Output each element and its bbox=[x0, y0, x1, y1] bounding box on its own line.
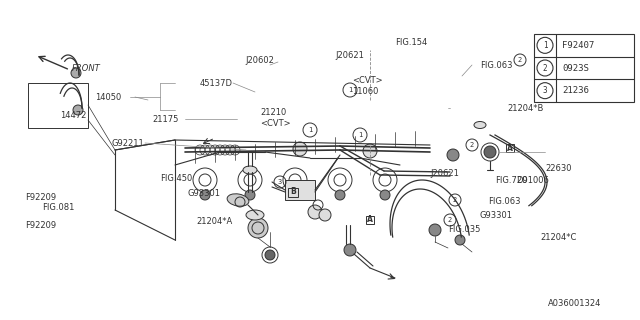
Text: F92209: F92209 bbox=[25, 193, 56, 202]
Text: A: A bbox=[507, 143, 513, 153]
Circle shape bbox=[380, 190, 390, 200]
Text: 21236: 21236 bbox=[562, 86, 589, 95]
Text: J20621: J20621 bbox=[335, 51, 364, 60]
Text: 14472: 14472 bbox=[60, 110, 86, 119]
Text: D91006: D91006 bbox=[516, 175, 549, 185]
Text: B: B bbox=[290, 188, 296, 196]
Bar bbox=[365, 216, 374, 224]
Text: FIG.450: FIG.450 bbox=[160, 173, 192, 182]
Text: G93301: G93301 bbox=[480, 211, 513, 220]
Text: FIG.063: FIG.063 bbox=[488, 197, 520, 206]
Text: 21204*A: 21204*A bbox=[196, 218, 232, 227]
Text: G92211: G92211 bbox=[112, 139, 145, 148]
Bar bbox=[28, 83, 88, 128]
Circle shape bbox=[308, 205, 322, 219]
Circle shape bbox=[455, 235, 465, 245]
Circle shape bbox=[248, 218, 268, 238]
Text: <CVT>: <CVT> bbox=[352, 76, 383, 84]
Text: FIG.035: FIG.035 bbox=[448, 226, 481, 235]
Circle shape bbox=[363, 144, 377, 158]
Text: FIG.081: FIG.081 bbox=[42, 204, 74, 212]
Text: 2: 2 bbox=[518, 57, 522, 63]
Text: 1: 1 bbox=[308, 127, 312, 133]
Bar bbox=[285, 180, 315, 200]
Text: 21204*B: 21204*B bbox=[507, 103, 543, 113]
Circle shape bbox=[319, 209, 331, 221]
Circle shape bbox=[290, 190, 300, 200]
Bar bbox=[506, 144, 515, 152]
Text: 11060: 11060 bbox=[352, 86, 378, 95]
Ellipse shape bbox=[227, 194, 249, 206]
Circle shape bbox=[245, 190, 255, 200]
Circle shape bbox=[447, 149, 459, 161]
Text: FIG.154: FIG.154 bbox=[395, 37, 428, 46]
Ellipse shape bbox=[243, 166, 257, 174]
Text: 21204*C: 21204*C bbox=[540, 234, 577, 243]
Text: 2: 2 bbox=[543, 63, 547, 73]
Text: 2: 2 bbox=[470, 142, 474, 148]
Circle shape bbox=[484, 146, 496, 158]
Text: 0923S: 0923S bbox=[562, 63, 589, 73]
Bar bbox=[288, 188, 298, 197]
Circle shape bbox=[293, 142, 307, 156]
Circle shape bbox=[344, 244, 356, 256]
Text: 22630: 22630 bbox=[545, 164, 572, 172]
Ellipse shape bbox=[246, 210, 264, 220]
Text: FRONT: FRONT bbox=[72, 63, 100, 73]
Text: J20602: J20602 bbox=[245, 55, 274, 65]
Text: 3: 3 bbox=[278, 179, 282, 185]
Text: F92407: F92407 bbox=[562, 41, 595, 50]
Text: F92209: F92209 bbox=[25, 220, 56, 229]
Text: <CVT>: <CVT> bbox=[260, 118, 291, 127]
Text: FIG.720: FIG.720 bbox=[495, 175, 527, 185]
Text: 21175: 21175 bbox=[152, 115, 179, 124]
Text: A036001324: A036001324 bbox=[548, 299, 602, 308]
Circle shape bbox=[73, 105, 83, 115]
Text: G93301: G93301 bbox=[188, 188, 221, 197]
Ellipse shape bbox=[474, 122, 486, 129]
Circle shape bbox=[335, 190, 345, 200]
Text: 3: 3 bbox=[543, 86, 547, 95]
Circle shape bbox=[71, 68, 81, 78]
Text: 14050: 14050 bbox=[95, 92, 121, 101]
Circle shape bbox=[200, 190, 210, 200]
Text: J20621: J20621 bbox=[430, 169, 459, 178]
Circle shape bbox=[429, 224, 441, 236]
Bar bbox=[534, 34, 634, 102]
Text: A: A bbox=[367, 215, 373, 225]
Text: 21210: 21210 bbox=[260, 108, 286, 116]
Text: 2: 2 bbox=[453, 197, 457, 203]
Circle shape bbox=[265, 250, 275, 260]
Text: 1: 1 bbox=[348, 87, 352, 93]
Text: 1: 1 bbox=[358, 132, 362, 138]
Text: 45137D: 45137D bbox=[200, 78, 233, 87]
Text: FIG.063: FIG.063 bbox=[480, 60, 513, 69]
Text: 2: 2 bbox=[448, 217, 452, 223]
Text: 1: 1 bbox=[543, 41, 547, 50]
